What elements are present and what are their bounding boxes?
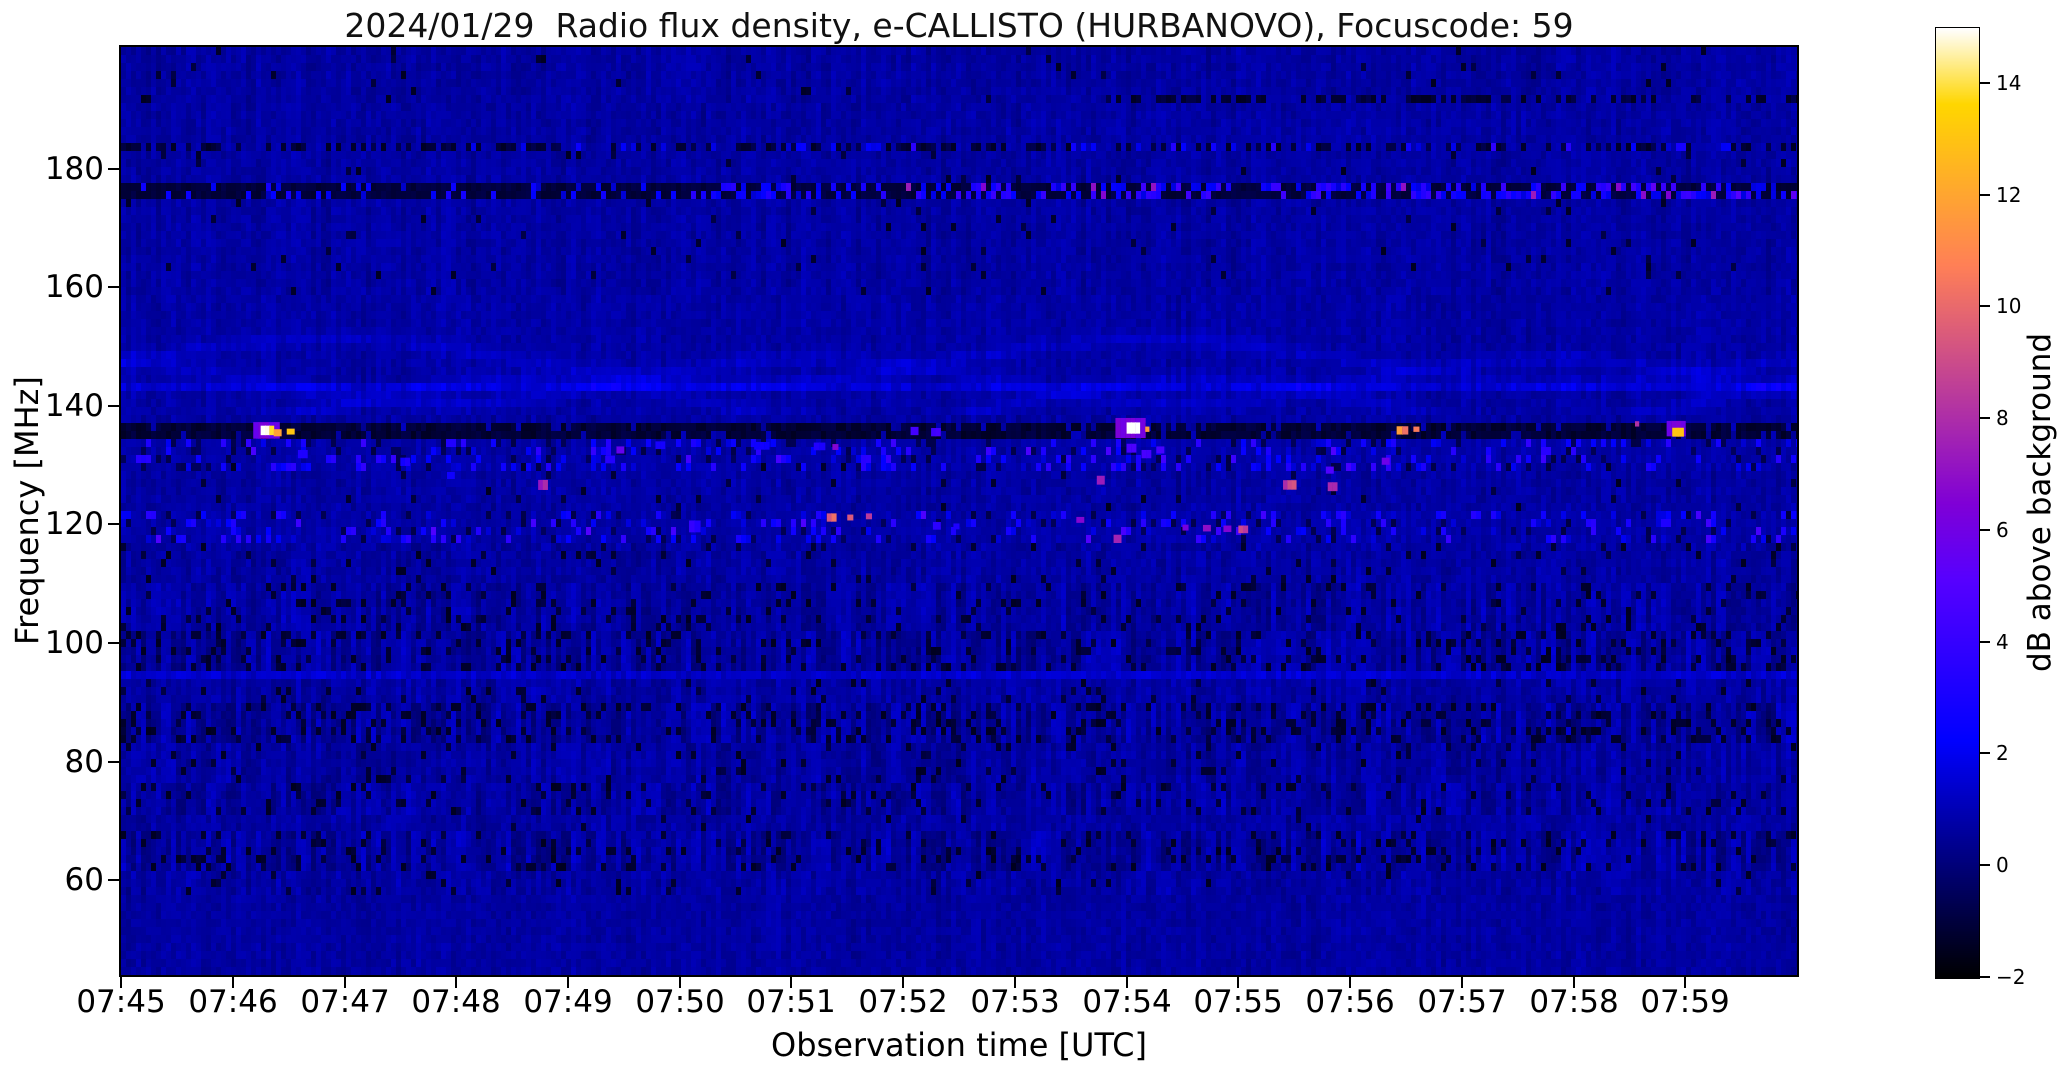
y-tick-label: 60 bbox=[64, 862, 104, 898]
x-tick-mark bbox=[567, 975, 569, 988]
y-tick-mark bbox=[108, 405, 121, 407]
plot-area bbox=[119, 45, 1799, 977]
x-tick-label: 07:45 bbox=[76, 984, 166, 1020]
y-tick-mark bbox=[108, 879, 121, 881]
colorbar-tick-mark bbox=[1980, 864, 1990, 866]
x-tick-mark bbox=[232, 975, 234, 988]
x-tick-mark bbox=[1573, 975, 1575, 988]
colorbar-tick-mark bbox=[1980, 417, 1990, 419]
x-tick-mark bbox=[790, 975, 792, 988]
spectrogram-canvas bbox=[121, 47, 1797, 975]
y-tick-mark bbox=[108, 168, 121, 170]
y-tick-mark bbox=[108, 523, 121, 525]
x-tick-label: 07:49 bbox=[523, 984, 613, 1020]
x-tick-mark bbox=[1014, 975, 1016, 988]
page-title: 2024/01/29 Radio flux density, e-CALLIST… bbox=[344, 6, 1574, 45]
colorbar-tick-label: 6 bbox=[1996, 518, 2009, 542]
colorbar-tick-mark bbox=[1980, 194, 1990, 196]
colorbar-tick-label: 14 bbox=[1996, 71, 2022, 95]
x-tick-label: 07:56 bbox=[1305, 984, 1395, 1020]
colorbar-tick-mark bbox=[1980, 82, 1990, 84]
x-tick-mark bbox=[120, 975, 122, 988]
y-tick-label: 80 bbox=[64, 744, 104, 780]
colorbar-tick-mark bbox=[1980, 752, 1990, 754]
colorbar-canvas bbox=[1936, 28, 1979, 978]
x-tick-mark bbox=[679, 975, 681, 988]
x-tick-mark bbox=[1349, 975, 1351, 988]
x-axis-label: Observation time [UTC] bbox=[771, 1026, 1147, 1064]
y-axis-label: Frequency [MHz] bbox=[8, 376, 46, 646]
x-tick-label: 07:52 bbox=[858, 984, 948, 1020]
colorbar-label: dB above background bbox=[2022, 332, 2058, 672]
x-tick-label: 07:58 bbox=[1529, 984, 1619, 1020]
x-tick-label: 07:57 bbox=[1417, 984, 1507, 1020]
x-tick-label: 07:50 bbox=[635, 984, 725, 1020]
y-tick-label: 180 bbox=[44, 151, 104, 187]
x-tick-label: 07:59 bbox=[1640, 984, 1730, 1020]
x-tick-label: 07:46 bbox=[188, 984, 278, 1020]
x-tick-mark bbox=[1237, 975, 1239, 988]
x-tick-mark bbox=[455, 975, 457, 988]
colorbar bbox=[1935, 27, 1980, 979]
x-tick-label: 07:53 bbox=[970, 984, 1060, 1020]
y-tick-mark bbox=[108, 642, 121, 644]
x-tick-mark bbox=[1461, 975, 1463, 988]
colorbar-tick-mark bbox=[1980, 641, 1990, 643]
x-tick-label: 07:54 bbox=[1082, 984, 1172, 1020]
y-tick-label: 140 bbox=[44, 388, 104, 424]
colorbar-tick-label: 4 bbox=[1996, 630, 2009, 654]
x-tick-mark bbox=[902, 975, 904, 988]
colorbar-tick-label: 0 bbox=[1996, 853, 2009, 877]
x-tick-mark bbox=[344, 975, 346, 988]
y-tick-mark bbox=[108, 761, 121, 763]
x-tick-mark bbox=[1126, 975, 1128, 988]
y-tick-label: 100 bbox=[44, 625, 104, 661]
y-tick-label: 120 bbox=[44, 506, 104, 542]
x-tick-mark bbox=[1684, 975, 1686, 988]
x-tick-label: 07:51 bbox=[746, 984, 836, 1020]
colorbar-tick-label: −2 bbox=[1996, 965, 2026, 989]
colorbar-tick-label: 8 bbox=[1996, 406, 2009, 430]
y-tick-label: 160 bbox=[44, 269, 104, 305]
x-tick-label: 07:47 bbox=[300, 984, 390, 1020]
x-tick-label: 07:48 bbox=[411, 984, 501, 1020]
y-tick-mark bbox=[108, 286, 121, 288]
colorbar-tick-mark bbox=[1980, 976, 1990, 978]
colorbar-tick-mark bbox=[1980, 305, 1990, 307]
colorbar-tick-label: 2 bbox=[1996, 741, 2009, 765]
colorbar-tick-mark bbox=[1980, 529, 1990, 531]
colorbar-tick-label: 10 bbox=[1996, 294, 2022, 318]
x-tick-label: 07:55 bbox=[1193, 984, 1283, 1020]
colorbar-tick-label: 12 bbox=[1996, 183, 2022, 207]
